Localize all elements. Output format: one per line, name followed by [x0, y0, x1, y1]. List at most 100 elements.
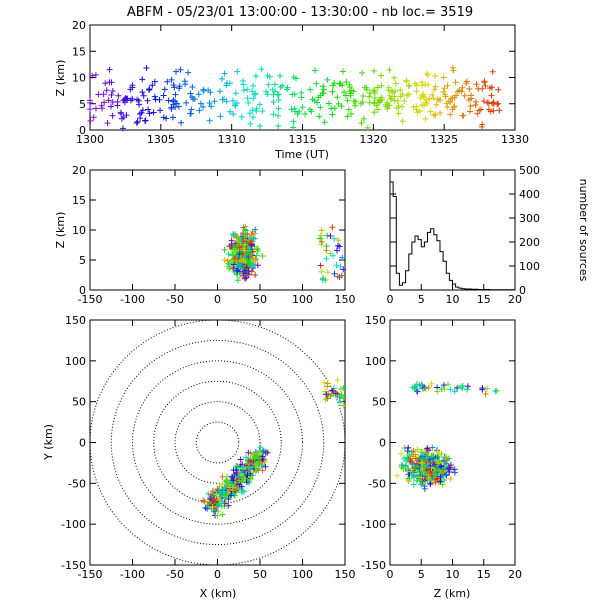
source-marker	[257, 444, 264, 451]
range-rings	[89, 319, 346, 566]
source-marker	[437, 109, 444, 116]
source-marker	[250, 95, 257, 102]
source-marker	[92, 71, 99, 78]
source-marker	[87, 99, 94, 106]
source-marker	[318, 268, 325, 275]
source-marker	[146, 110, 153, 117]
time-height-ylabel: Z (km)	[54, 60, 67, 97]
source-marker	[483, 385, 490, 392]
y-tick-label: 20	[72, 164, 86, 177]
source-marker	[315, 94, 322, 101]
source-marker	[391, 74, 398, 81]
source-marker	[283, 86, 290, 93]
source-marker	[173, 68, 180, 75]
source-marker	[134, 96, 141, 103]
source-marker	[473, 98, 480, 105]
source-marker	[442, 93, 449, 100]
source-marker	[344, 113, 351, 120]
source-marker	[423, 471, 430, 478]
source-marker	[228, 473, 235, 480]
source-marker	[370, 87, 377, 94]
x-height-frame	[89, 169, 346, 291]
y-tick-label: 0	[519, 284, 526, 297]
source-marker	[317, 232, 324, 239]
source-marker	[109, 88, 116, 95]
range-ring	[153, 380, 282, 505]
source-marker	[360, 115, 367, 122]
source-marker	[254, 246, 261, 253]
source-marker	[432, 72, 439, 79]
source-marker	[441, 85, 448, 92]
source-marker	[87, 106, 94, 113]
source-marker	[424, 462, 431, 469]
source-marker	[451, 388, 458, 395]
source-marker	[329, 88, 336, 95]
x-tick-label: -150	[78, 568, 103, 581]
source-marker	[216, 88, 223, 95]
source-marker	[244, 95, 251, 102]
source-marker	[265, 81, 272, 88]
source-marker	[437, 474, 444, 481]
source-marker	[233, 239, 240, 246]
source-marker	[434, 388, 441, 395]
x-tick-label: 1330	[501, 133, 529, 146]
source-marker	[426, 95, 433, 102]
source-marker	[245, 260, 252, 267]
x-tick-label: 10	[446, 568, 460, 581]
source-marker	[440, 382, 447, 389]
source-marker	[428, 452, 435, 459]
source-marker	[374, 106, 381, 113]
source-marker	[426, 456, 433, 463]
source-marker	[129, 84, 136, 91]
source-marker	[270, 91, 277, 98]
source-marker	[221, 70, 228, 77]
y-tick-label: 150	[365, 314, 386, 327]
source-marker	[238, 113, 245, 120]
y-tick-label: 500	[519, 164, 540, 177]
source-marker	[318, 227, 325, 234]
source-marker	[332, 390, 339, 397]
source-marker	[232, 240, 239, 247]
x-tick-label: 0	[387, 293, 394, 306]
x-tick-label: 0	[387, 568, 394, 581]
source-marker	[120, 97, 127, 104]
source-marker	[231, 268, 238, 275]
source-marker	[329, 224, 336, 231]
y-tick-label: 300	[519, 212, 540, 225]
source-marker	[340, 384, 347, 391]
source-marker	[215, 497, 222, 504]
source-marker	[275, 123, 282, 130]
source-marker	[187, 90, 194, 97]
source-marker	[334, 376, 341, 383]
source-marker	[394, 472, 401, 479]
x-tick-label: 10	[446, 293, 460, 306]
source-marker	[120, 114, 127, 121]
source-marker	[334, 94, 341, 101]
source-marker	[271, 81, 278, 88]
source-marker	[458, 384, 465, 391]
source-marker	[492, 388, 499, 395]
plan-view-sources	[200, 376, 347, 519]
source-marker	[218, 493, 225, 500]
source-marker	[100, 91, 107, 98]
source-marker	[340, 266, 347, 273]
source-marker	[441, 477, 448, 484]
y-tick-label: 400	[519, 188, 540, 201]
source-marker	[413, 460, 420, 467]
x-height-axes: -150 -100 -50 0 50 100 150 0 5 10 15 20	[72, 164, 356, 306]
source-marker	[337, 80, 344, 87]
source-marker	[189, 83, 196, 90]
source-marker	[414, 446, 421, 453]
source-marker	[241, 267, 248, 274]
source-marker	[489, 100, 496, 107]
source-marker	[160, 114, 167, 121]
source-marker	[102, 80, 109, 87]
source-marker	[227, 492, 234, 499]
source-marker	[188, 106, 195, 113]
x-tick-label: 1305	[147, 133, 175, 146]
source-marker	[447, 386, 454, 393]
source-marker	[246, 250, 253, 257]
source-marker	[205, 490, 212, 497]
source-marker	[230, 232, 237, 239]
